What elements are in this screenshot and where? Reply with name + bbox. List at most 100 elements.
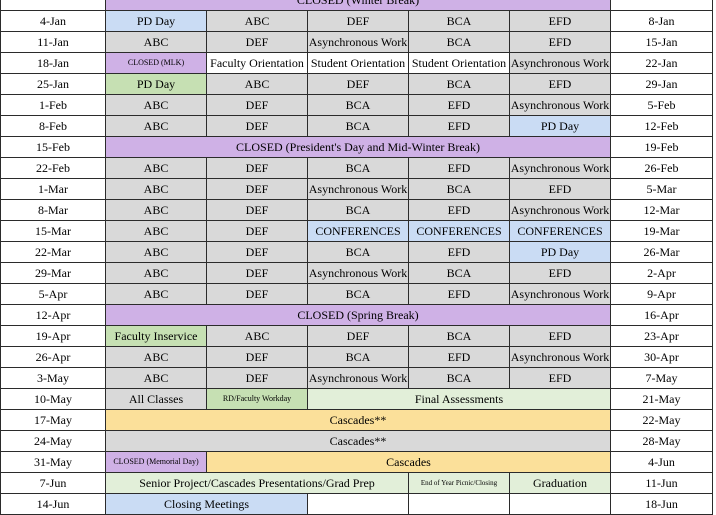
start-date: 26-Apr <box>0 346 106 368</box>
week-row: 15-Feb CLOSED (President's Day and Mid-Wi… <box>0 136 713 158</box>
schedule-cell: ABC <box>105 94 207 116</box>
start-date: 1-Feb <box>0 94 106 116</box>
week-row: 10-May All Classes RD/Faculty Workday Final… <box>0 388 713 410</box>
end-date: 22-May <box>610 409 713 431</box>
schedule-cell: EFD <box>408 346 510 368</box>
start-date: 5-Apr <box>0 283 106 305</box>
week-row: 29-Mar ABC DEF Asynchronous Work BCA EFD 2-Apr <box>0 262 713 284</box>
schedule-cell: ABC <box>105 220 207 242</box>
schedule-cell: Student Orientation <box>307 52 409 74</box>
schedule-cell: PD Day <box>105 73 207 95</box>
start-date: 15-Mar <box>0 220 106 242</box>
schedule-cell: DEF <box>206 199 308 221</box>
schedule-cell: EFD <box>509 10 611 32</box>
schedule-cell: Asynchronous Work <box>509 283 611 305</box>
week-row: 12-Apr CLOSED (Spring Break) 16-Apr <box>0 304 713 326</box>
schedule-cell: ABC <box>105 367 207 389</box>
schedule-cell: Asynchronous Work <box>509 52 611 74</box>
week-row: 1-Mar ABC DEF Asynchronous Work BCA EFD 5-Mar <box>0 178 713 200</box>
end-date: 19-Mar <box>610 220 713 242</box>
schedule-cell: ABC <box>105 241 207 263</box>
schedule-cell: ABC <box>206 325 308 347</box>
schedule-cell: BCA <box>408 367 510 389</box>
end-date: 15-Jan <box>610 31 713 53</box>
end-date: 5-Feb <box>610 94 713 116</box>
end-date: 8-Jan <box>610 10 713 32</box>
schedule-cell: DEF <box>206 31 308 53</box>
schedule-cell: CLOSED (Memorial Day) <box>105 451 207 473</box>
schedule-cell: DEF <box>206 157 308 179</box>
end-date: 16-Apr <box>610 304 713 326</box>
schedule-cell: PD Day <box>509 115 611 137</box>
schedule-cell: ABC <box>105 157 207 179</box>
schedule-cell: Graduation <box>509 472 611 494</box>
schedule-cell: BCA <box>307 115 409 137</box>
closed-banner: CLOSED (Winter Break) <box>105 0 611 11</box>
schedule-cell: DEF <box>206 220 308 242</box>
start-date: 18-Jan <box>0 52 106 74</box>
schedule-cell: EFD <box>509 325 611 347</box>
week-row: 18-Jan CLOSED (MLK) Faculty Orientation Stu… <box>0 52 713 74</box>
schedule-cell: BCA <box>307 94 409 116</box>
schedule-cell: BCA <box>408 325 510 347</box>
schedule-cell: BCA <box>408 262 510 284</box>
start-date: 11-Jan <box>0 31 106 53</box>
schedule-cell: DEF <box>206 346 308 368</box>
end-date: 11-Jun <box>610 472 713 494</box>
week-row: 17-May Cascades** 22-May <box>0 409 713 431</box>
schedule-cell: EFD <box>408 115 510 137</box>
week-row: 3-May ABC DEF Asynchronous Work BCA EFD 7-May <box>0 367 713 389</box>
schedule-cell: BCA <box>307 157 409 179</box>
schedule-cell: PD Day <box>105 10 207 32</box>
week-row: 15-Mar ABC DEF CONFERENCES CONFERENCES CONFER… <box>0 220 713 242</box>
schedule-cell: DEF <box>307 325 409 347</box>
start-date: 31-May <box>0 451 106 473</box>
start-date: 24-May <box>0 430 106 452</box>
schedule-cell: CONFERENCES <box>307 220 409 242</box>
schedule-cell: Faculty Inservice <box>105 325 207 347</box>
schedule-cell: Asynchronous Work <box>307 178 409 200</box>
schedule-cell: PD Day <box>509 241 611 263</box>
week-row: 8-Feb ABC DEF BCA EFD PD Day 12-Feb <box>0 115 713 137</box>
start-date: 3-May <box>0 367 106 389</box>
schedule-cell: EFD <box>408 199 510 221</box>
schedule-cell: DEF <box>206 178 308 200</box>
week-row: 22-Mar ABC DEF BCA EFD PD Day 26-Mar <box>0 241 713 263</box>
start-date: 29-Mar <box>0 262 106 284</box>
schedule-cell: CLOSED (MLK) <box>105 52 207 74</box>
week-row: 1-Feb ABC DEF BCA EFD Asynchronous Work 5-Feb <box>0 94 713 116</box>
end-date: 18-Jun <box>610 493 713 515</box>
schedule-cell: CONFERENCES <box>509 220 611 242</box>
schedule-cell <box>408 493 510 515</box>
week-row: 26-Apr ABC DEF BCA EFD Asynchronous Work 30-Ap… <box>0 346 713 368</box>
start-date: 19-Apr <box>0 325 106 347</box>
end-date: 7-May <box>610 367 713 389</box>
schedule-cell: Faculty Orientation <box>206 52 308 74</box>
start-date: 22-Mar <box>0 241 106 263</box>
start-date: 4-Jan <box>0 10 106 32</box>
end-date: 28-May <box>610 430 713 452</box>
schedule-cell: ABC <box>206 10 308 32</box>
week-row: 24-May Cascades** 28-May <box>0 430 713 452</box>
schedule-cell: BCA <box>307 241 409 263</box>
schedule-cell: Asynchronous Work <box>307 367 409 389</box>
schedule-cell: DEF <box>206 283 308 305</box>
week-row: 4-Jan PD Day ABC DEF BCA EFD 8-Jan <box>0 10 713 32</box>
schedule-cell: CLOSED (President's Day and Mid-Winter B… <box>105 136 611 158</box>
schedule-cell: BCA <box>307 199 409 221</box>
schedule-cell: CLOSED (Spring Break) <box>105 304 611 326</box>
end-date: 19-Feb <box>610 136 713 158</box>
schedule-cell: End of Year Picnic/Closing <box>408 472 510 494</box>
schedule-cell: ABC <box>105 262 207 284</box>
end-date: 5-Mar <box>610 178 713 200</box>
start-date: 22-Feb <box>0 157 106 179</box>
schedule-cell: BCA <box>408 73 510 95</box>
schedule-cell: ABC <box>105 346 207 368</box>
end-date <box>610 0 713 11</box>
schedule-cell: ABC <box>105 283 207 305</box>
schedule-cell: All Classes <box>105 388 207 410</box>
schedule-cell <box>509 493 611 515</box>
schedule-cell: RD/Faculty Workday <box>206 388 308 410</box>
schedule-cell: ABC <box>105 31 207 53</box>
